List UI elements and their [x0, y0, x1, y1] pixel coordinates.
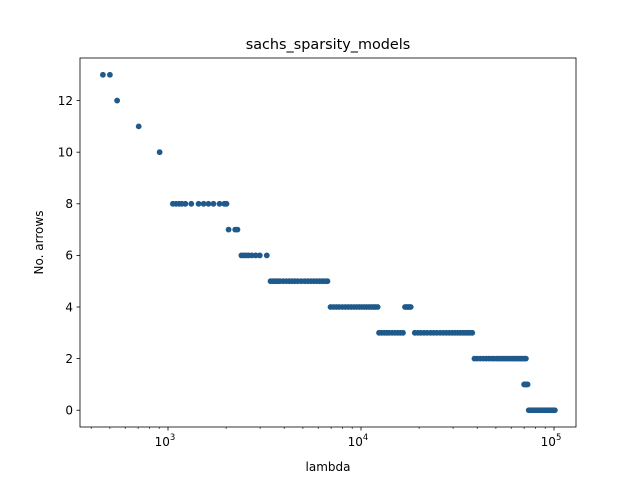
data-point — [135, 123, 142, 130]
x-tick-label-exponent: 5 — [556, 433, 561, 443]
y-tick-label: 4 — [65, 300, 73, 314]
data-point — [114, 97, 121, 104]
data-point — [407, 304, 414, 310]
chart-title: sachs_sparsity_models — [246, 37, 411, 53]
data-point — [182, 200, 189, 207]
x-tick-label-exponent: 3 — [170, 433, 175, 443]
data-point — [107, 71, 113, 78]
x-tick-label: 104 — [348, 433, 369, 449]
data-point — [469, 329, 476, 336]
data-point — [205, 200, 212, 207]
data-point — [216, 200, 223, 207]
data-point — [524, 381, 531, 388]
plot-points-layer — [100, 71, 558, 414]
x-axis-label: lambda — [306, 460, 351, 474]
data-point — [252, 252, 259, 259]
x-tick-label: 103 — [155, 433, 176, 449]
y-tick-label: 12 — [58, 94, 73, 108]
y-tick-label: 8 — [65, 197, 73, 211]
y-tick-label: 0 — [65, 404, 73, 418]
y-tick-label: 10 — [58, 145, 73, 159]
y-tick-label: 6 — [65, 249, 73, 263]
data-point — [374, 304, 381, 310]
x-tick-label: 105 — [541, 433, 562, 449]
x-tick-label-base: 10 — [155, 435, 170, 449]
data-point — [188, 200, 195, 207]
data-point — [256, 252, 263, 259]
plot-frame — [79, 57, 577, 428]
data-point — [234, 226, 241, 233]
data-point — [195, 200, 202, 207]
x-tick-label-base: 10 — [348, 435, 363, 449]
data-point — [156, 149, 163, 156]
data-point — [200, 200, 207, 207]
data-point — [263, 252, 270, 259]
data-point — [551, 407, 558, 414]
data-point — [100, 71, 106, 78]
data-point — [210, 200, 217, 207]
data-point — [324, 278, 331, 285]
data-point — [400, 329, 406, 336]
data-point — [223, 200, 230, 207]
data-point — [522, 355, 529, 362]
data-point — [225, 226, 232, 233]
x-tick-label-base: 10 — [541, 435, 556, 449]
x-tick-label-exponent: 4 — [363, 433, 368, 443]
y-axis-label: No. arrows — [32, 211, 46, 275]
y-tick-label: 2 — [65, 352, 73, 366]
y-axis-ticks: 0 2 4 6 8 10 12 — [58, 94, 80, 418]
